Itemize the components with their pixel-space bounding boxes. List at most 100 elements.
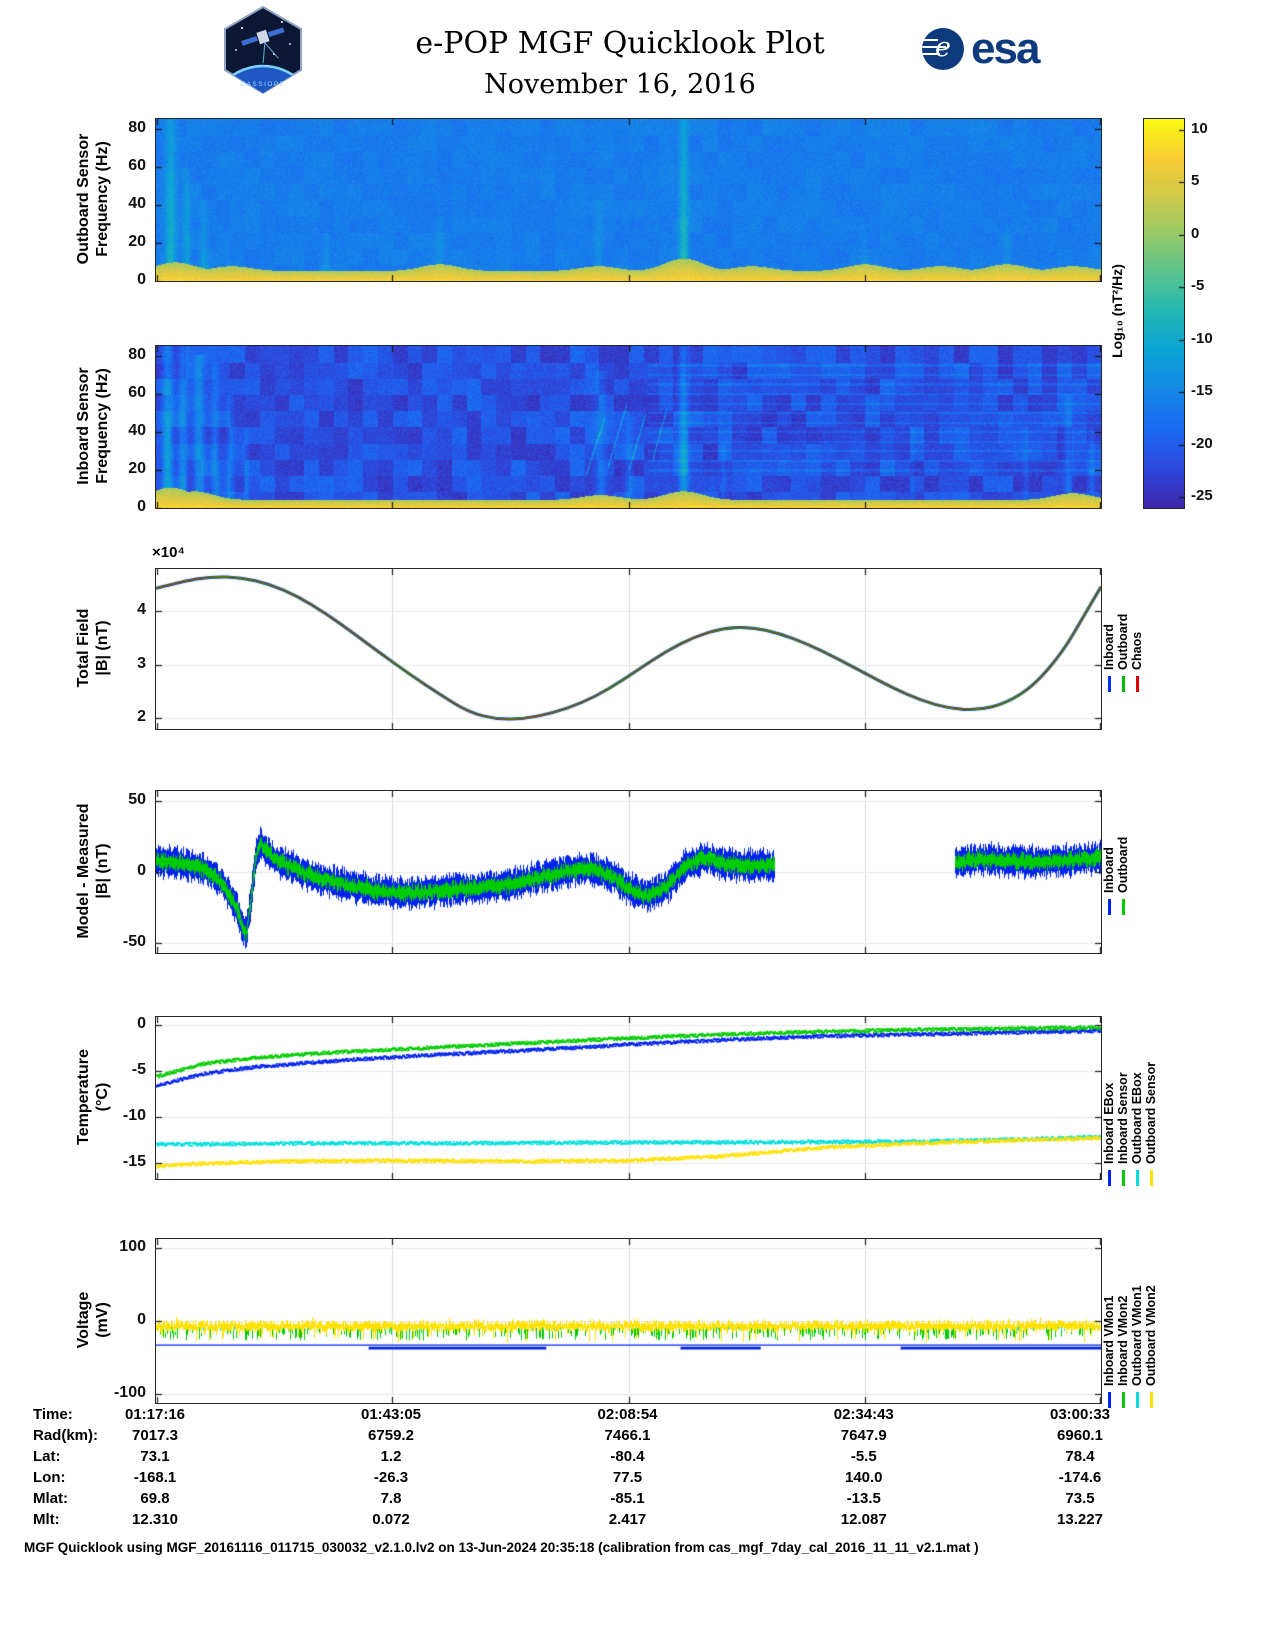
temperature-plot-canvas: [155, 1016, 1102, 1180]
ephemeris-row-label-mlat: Mlat:: [33, 1490, 68, 1507]
ytick-total-field-2: 2: [137, 708, 146, 726]
colorbar-tick-10: 10: [1191, 119, 1208, 137]
esa-logo-text: esa: [971, 24, 1040, 73]
ytick-inboard-spectrogram-20: 20: [128, 459, 146, 477]
colorbar-canvas: [1143, 118, 1185, 509]
outboard-spectrogram-canvas: [155, 118, 1102, 282]
footer-processing-note: MGF Quicklook using MGF_20161116_011715_…: [24, 1540, 979, 1555]
voltage-plot-canvas: [155, 1238, 1102, 1404]
ytick-inboard-spectrogram-0: 0: [137, 498, 146, 515]
ephemeris-mlat-value-0: 69.8: [140, 1490, 170, 1507]
ephemeris-time-value-4: 03:00:33: [1049, 1406, 1111, 1423]
page-title: e-POP MGF Quicklook Plot: [415, 26, 825, 61]
title-block: e-POP MGF Quicklook Plot November 16, 20…: [330, 26, 910, 100]
ephemeris-rad-km-value-3: 7647.9: [840, 1427, 887, 1444]
ytick-model-minus-measured--50: -50: [122, 933, 146, 951]
ephemeris-lat-value-2: -80.4: [610, 1448, 645, 1465]
legend-mark-inboard-ebox: [1108, 1170, 1111, 1186]
page-date: November 16, 2016: [484, 69, 756, 100]
ephemeris-lat-value-1: 1.2: [380, 1448, 402, 1465]
colorbar-tick--10: -10: [1191, 329, 1213, 347]
legend-label-outboard: Outboard: [1116, 613, 1130, 670]
esa-logo-stripe: [922, 39, 938, 41]
legend-mark-outboard-vmon1: [1136, 1392, 1139, 1408]
esa-logo-e: e: [935, 32, 951, 63]
ephemeris-lon-value-4: -174.6: [1058, 1469, 1102, 1486]
legend-label-inboard-vmon2: Inboard VMon2: [1116, 1295, 1130, 1386]
ephemeris-mlt-value-0: 12.310: [132, 1511, 178, 1528]
legend-mark-outboard-ebox: [1136, 1170, 1139, 1186]
cassiope-logo-text: CASSIOPE: [240, 81, 285, 88]
ytick-model-minus-measured-50: 50: [128, 790, 146, 808]
legend-label-inboard: Inboard: [1102, 624, 1116, 670]
legend-mark-outboard: [1122, 676, 1125, 692]
ytick-voltage-0: 0: [137, 1311, 146, 1328]
ephemeris-mlt-value-3: 12.087: [840, 1511, 887, 1528]
ephemeris-mlt-value-4: 13.227: [1057, 1511, 1103, 1528]
ytick-total-field-4: 4: [137, 600, 146, 618]
ephemeris-lon-value-1: -26.3: [373, 1469, 409, 1486]
colorbar-label: Log₁₀ (nT²/Hz): [1109, 264, 1125, 358]
total-field-plot-canvas: [155, 568, 1102, 730]
badge-satellite-icon: [241, 27, 285, 64]
inboard-spectrogram-canvas: [155, 345, 1102, 509]
legend-mark-inboard-sensor: [1122, 1170, 1125, 1186]
ytick-temperature--10: -10: [122, 1106, 146, 1124]
ytick-temperature--15: -15: [122, 1152, 146, 1170]
ephemeris-lat-value-4: 78.4: [1065, 1448, 1095, 1465]
ytick-inboard-spectrogram-40: 40: [128, 421, 146, 439]
colorbar-tick-5: 5: [1191, 172, 1200, 190]
ephemeris-mlat-value-3: -13.5: [846, 1490, 881, 1507]
legend-mark-inboard-vmon1: [1108, 1392, 1111, 1408]
ephemeris-time-value-1: 01:43:05: [360, 1406, 422, 1423]
total-field-scale-label: ×10⁴: [152, 544, 185, 561]
legend-label-outboard-vmon2: Outboard VMon2: [1144, 1285, 1158, 1386]
legend-label-inboard-ebox: Inboard EBox: [1102, 1082, 1116, 1164]
colorbar-tick-0: 0: [1191, 224, 1200, 242]
legend-label-outboard: Outboard: [1116, 836, 1130, 893]
legend-mark-inboard: [1108, 899, 1111, 915]
esa-logo: e esa: [922, 24, 1040, 73]
esa-logo-globe: e: [922, 28, 964, 70]
legend-mark-outboard-sensor: [1150, 1170, 1153, 1186]
ephemeris-rad-km-value-4: 6960.1: [1057, 1427, 1103, 1444]
legend-label-inboard: Inboard: [1102, 847, 1116, 893]
ephemeris-lon-value-2: 77.5: [612, 1469, 643, 1486]
ephemeris-mlat-value-4: 73.5: [1065, 1490, 1095, 1507]
ephemeris-mlt-value-2: 2.417: [608, 1511, 647, 1528]
legend-mark-inboard-vmon2: [1122, 1392, 1125, 1408]
ephemeris-time-value-2: 02:08:54: [597, 1406, 658, 1423]
ytick-voltage--100: -100: [113, 1384, 146, 1402]
ephemeris-rad-km-value-2: 7466.1: [604, 1427, 651, 1444]
legend-mark-outboard-vmon2: [1150, 1392, 1153, 1408]
ephemeris-row-label-time: Time:: [33, 1406, 73, 1423]
ephemeris-lat-value-0: 73.1: [140, 1448, 170, 1465]
ytick-outboard-spectrogram-40: 40: [128, 194, 146, 212]
legend-label-chaos: Chaos: [1130, 631, 1144, 670]
ephemeris-rad-km-value-0: 7017.3: [132, 1427, 178, 1444]
colorbar-tick--20: -20: [1191, 434, 1213, 452]
ytick-inboard-spectrogram-80: 80: [128, 345, 146, 363]
ephemeris-mlt-value-1: 0.072: [372, 1511, 410, 1528]
cassiope-logo: CASSIOPE: [222, 5, 304, 99]
legend-label-outboard-ebox: Outboard EBox: [1130, 1072, 1144, 1164]
ytick-outboard-spectrogram-60: 60: [128, 156, 146, 174]
ephemeris-time-value-0: 01:17:16: [124, 1406, 186, 1423]
colorbar-tick--15: -15: [1191, 382, 1213, 400]
colorbar-tick--25: -25: [1191, 487, 1213, 505]
ephemeris-row-label-rad-km: Rad(km):: [33, 1427, 99, 1444]
ytick-temperature-0: 0: [137, 1015, 146, 1033]
ephemeris-row-label-lon: Lon:: [33, 1469, 66, 1486]
ytick-voltage-100: 100: [119, 1237, 146, 1255]
ephemeris-lat-value-3: -5.5: [850, 1448, 877, 1465]
ephemeris-lon-value-0: -168.1: [133, 1469, 177, 1486]
model-minus-measured-plot-canvas: [155, 790, 1102, 954]
ephemeris-time-value-3: 02:34:43: [833, 1406, 894, 1423]
ephemeris-lon-value-3: 140.0: [844, 1469, 883, 1486]
ytick-outboard-spectrogram-80: 80: [128, 118, 146, 136]
legend-label-outboard-vmon1: Outboard VMon1: [1130, 1285, 1144, 1386]
legend-mark-chaos: [1136, 676, 1139, 692]
ytick-outboard-spectrogram-20: 20: [128, 232, 146, 250]
legend-label-outboard-sensor: Outboard Sensor: [1144, 1061, 1158, 1164]
